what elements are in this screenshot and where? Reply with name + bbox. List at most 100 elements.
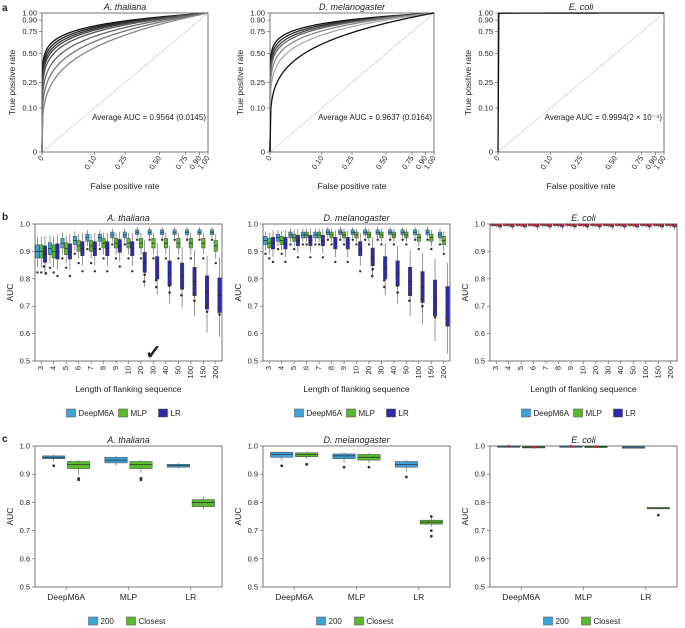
box-ytick-label: 0.7 bbox=[475, 302, 485, 311]
box-ylabel: AUC bbox=[233, 284, 243, 302]
box-median-dot bbox=[532, 445, 536, 449]
legend-label: MLP bbox=[586, 409, 602, 418]
box-xtick-label: 6 bbox=[74, 366, 83, 370]
box-median-dot bbox=[669, 223, 673, 227]
box-xtick-label: MLP bbox=[120, 592, 138, 602]
box-xtick-label: LR bbox=[413, 592, 424, 602]
box-outlier bbox=[205, 310, 209, 313]
box-ylabel: AUC bbox=[233, 508, 243, 526]
box-outlier bbox=[154, 278, 158, 282]
legend-label: 200 bbox=[101, 617, 115, 626]
box-xtick-label: LR bbox=[185, 592, 196, 602]
box-outlier bbox=[656, 513, 660, 517]
box-outlier bbox=[446, 324, 449, 327]
box-outlier bbox=[438, 243, 442, 246]
roc-ytick-label: 0 bbox=[489, 148, 493, 157]
box-ylabel: AUC bbox=[460, 508, 470, 526]
box-xtick-label: 200 bbox=[439, 366, 448, 379]
box-xtick-label: 10 bbox=[124, 366, 133, 374]
auc-flank-plot-2: E. coli 0.5 0.6 0.7 0.8 0.9 1.0 3 4 5 6 7 8 9 10 20 30 40… bbox=[460, 213, 678, 418]
box-frame bbox=[489, 445, 678, 588]
box-median-dot bbox=[619, 223, 623, 227]
box-ytick-label: 0.9 bbox=[20, 470, 30, 479]
roc-ytick-label: 0.25 bbox=[250, 78, 265, 87]
box-outlier bbox=[370, 274, 374, 278]
legend-label: LR bbox=[171, 409, 181, 418]
box-frame bbox=[262, 223, 451, 362]
box-ylabel: AUC bbox=[5, 284, 15, 302]
box-xtick-label: 40 bbox=[389, 366, 398, 374]
box-outlier bbox=[73, 252, 77, 255]
box-xtick-label: 8 bbox=[554, 366, 563, 370]
check-mark: ✓ bbox=[145, 342, 162, 364]
roc-xtick-label: 0.50 bbox=[374, 154, 390, 171]
box-median-dot bbox=[594, 445, 598, 449]
legend-label: LR bbox=[399, 409, 409, 418]
box-xtick-label: 100 bbox=[414, 366, 423, 379]
box-xtick-label: 40 bbox=[161, 366, 170, 374]
box-outlier bbox=[139, 257, 143, 260]
box-xtick-label: 5 bbox=[516, 366, 525, 370]
box-ytick-label: 0.5 bbox=[475, 583, 485, 592]
box-ytick-label: 0.8 bbox=[248, 498, 258, 507]
box-outlier bbox=[168, 284, 171, 287]
box-outlier bbox=[355, 243, 358, 246]
box-xtick-label: 8 bbox=[99, 366, 108, 370]
box-outlier bbox=[442, 252, 445, 255]
auc-flank-plot-1: D. melanogaster 0.5 0.6 0.7 0.8 0.9 1.0 3 4 5 6 7 8 9… bbox=[233, 213, 451, 418]
box-xtick-label: 9 bbox=[566, 366, 575, 370]
box-xtick-label: DeepM6A bbox=[275, 592, 313, 602]
roc-xtick-label: 0.75 bbox=[174, 154, 190, 171]
box-xtick-label: 3 bbox=[264, 366, 273, 370]
box-xtick-label: 30 bbox=[148, 366, 157, 374]
roc-auc-annotation: Average AUC = 0.9994(2 × 10⁻⁴) bbox=[545, 113, 663, 122]
legend-swatch-deepm6a bbox=[521, 408, 531, 418]
box-outlier bbox=[268, 257, 271, 260]
box-outlier bbox=[409, 292, 412, 296]
roc-curve-6 bbox=[41, 12, 209, 153]
box-outlier bbox=[359, 270, 362, 273]
box-outlier bbox=[52, 464, 56, 468]
box-xtick-label: 50 bbox=[401, 366, 410, 374]
box-outlier bbox=[127, 257, 130, 260]
box-outlier bbox=[148, 238, 151, 241]
box-outlier bbox=[429, 529, 433, 532]
box-outlier bbox=[445, 317, 448, 320]
box-ytick-label: 0.7 bbox=[20, 526, 30, 535]
box-median-dot bbox=[594, 223, 598, 227]
box-outlier bbox=[77, 261, 80, 265]
box-xtick-label: 200 bbox=[211, 366, 220, 379]
box-median-dot bbox=[657, 223, 660, 227]
roc-xlabel: False positive rate bbox=[547, 181, 616, 191]
box-outlier bbox=[44, 272, 48, 275]
roc-plot-1: D. melanogaster 00 0.10 0.10 0.25 0.25 0.50 0.5… bbox=[235, 2, 438, 191]
box-xtick-label: 9 bbox=[111, 366, 120, 370]
box-median-dot bbox=[519, 223, 523, 227]
plots-container: A. thaliana000.100.100.250.250.500.500.7… bbox=[5, 2, 678, 626]
box-outlier bbox=[180, 293, 183, 297]
box-xtick-label: 20 bbox=[364, 366, 373, 374]
roc-ytick-label: 0.10 bbox=[22, 104, 37, 113]
box-median-dot bbox=[516, 223, 519, 226]
roc-ytick-label: 0.90 bbox=[22, 16, 37, 25]
box-200 bbox=[332, 453, 356, 459]
box-outlier bbox=[364, 238, 367, 241]
box-outlier bbox=[292, 247, 296, 251]
box-outlier bbox=[152, 257, 155, 260]
box-outlier bbox=[317, 243, 321, 246]
box-outlier bbox=[309, 256, 312, 259]
box-outlier bbox=[52, 271, 55, 274]
box-xtick-label: 4 bbox=[277, 366, 286, 370]
legend-b: DeepM6A MLP LR bbox=[66, 408, 181, 418]
box-ytick-label: 0.6 bbox=[475, 329, 485, 338]
roc-curve-7 bbox=[41, 12, 209, 153]
box-outlier bbox=[181, 287, 184, 290]
box-xlabel: Length of flanking sequence bbox=[75, 384, 182, 394]
box-outlier bbox=[68, 274, 72, 278]
box-outlier bbox=[89, 261, 93, 265]
box-outlier bbox=[339, 238, 342, 241]
legend-swatch-closest bbox=[581, 616, 591, 626]
box-xtick-label: 8 bbox=[327, 366, 336, 370]
box-xtick-label: 6 bbox=[302, 366, 311, 370]
